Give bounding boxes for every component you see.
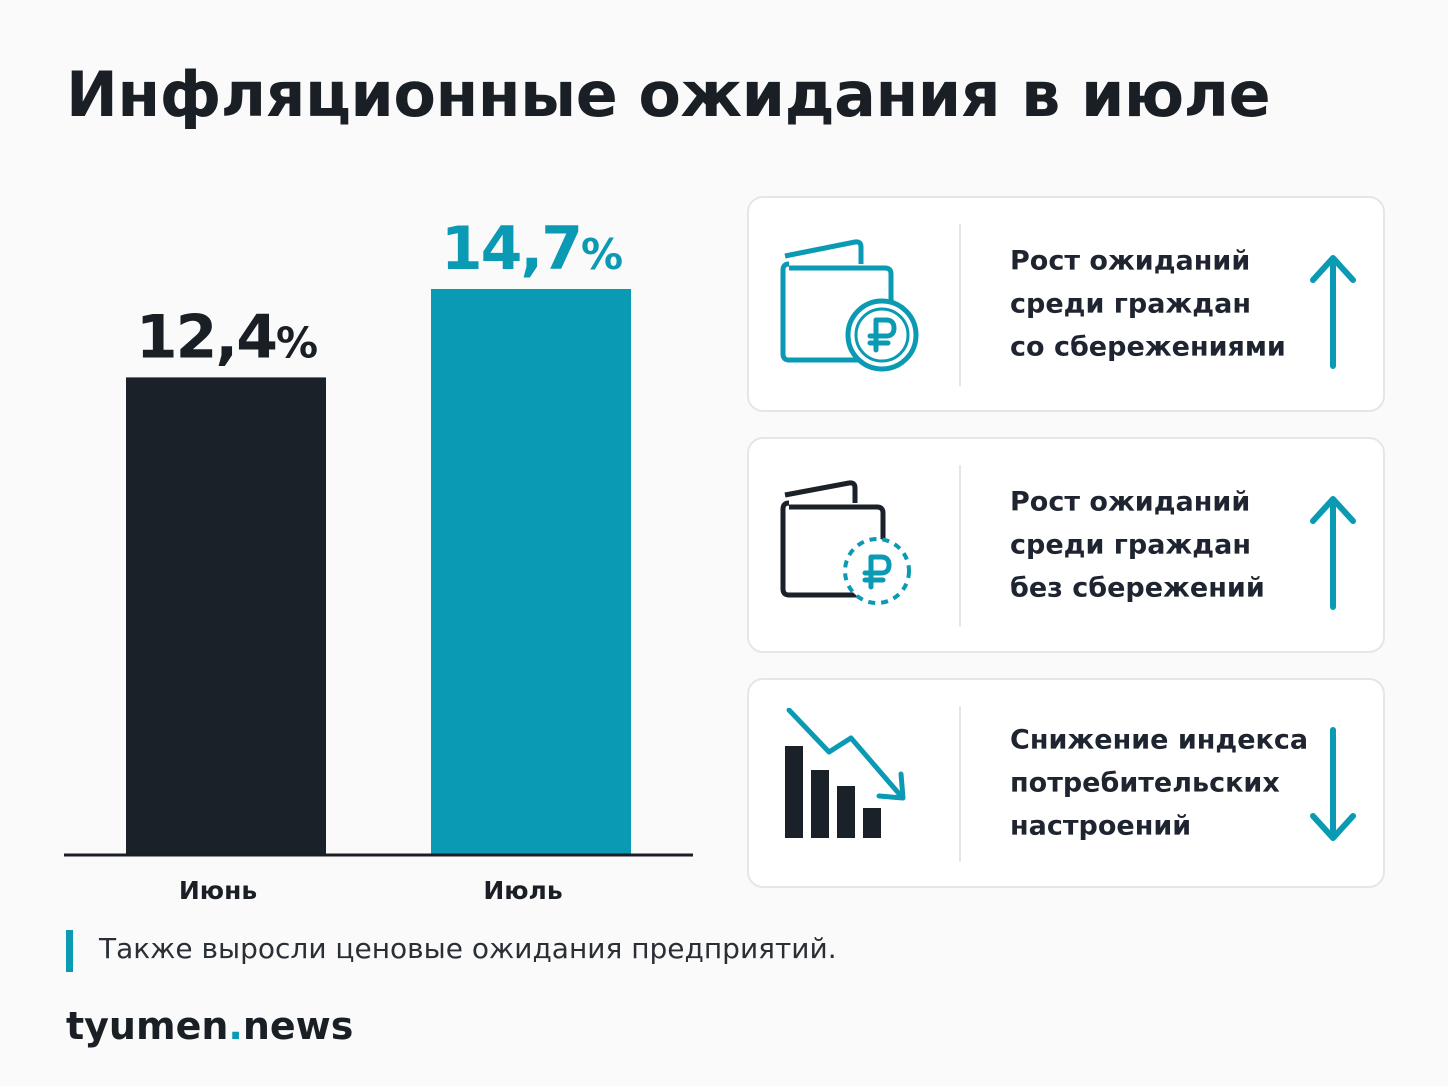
- card-text: Рост ожиданий среди граждан без сбережен…: [1010, 481, 1300, 610]
- bar-value-label: 12,4%: [136, 302, 317, 372]
- note-accent-bar: [66, 930, 73, 972]
- brand-logo[interactable]: tyumen.news: [66, 1004, 353, 1048]
- bar-1: [126, 377, 326, 854]
- wallet-ruble-icon: [780, 239, 919, 372]
- card-divider: [959, 224, 961, 386]
- card-text: Рост ожиданий среди граждан со сбережени…: [1010, 240, 1300, 369]
- card-no-savings-growth: Рост ожиданий среди граждан без сбережен…: [747, 437, 1385, 653]
- card-savings-growth: Рост ожиданий среди граждан со сбережени…: [747, 196, 1385, 412]
- card-line: Рост ожиданий: [1010, 486, 1251, 518]
- x-tick-label: Июль: [483, 876, 562, 905]
- brand-dot: .: [228, 1004, 243, 1048]
- arrow-down-icon: [1310, 727, 1356, 841]
- card-line: Рост ожиданий: [1010, 245, 1251, 277]
- declining-chart-icon: [785, 708, 906, 838]
- card-divider: [959, 706, 961, 862]
- card-line: без сбережений: [1010, 572, 1265, 604]
- bar-value-label: 14,7%: [441, 214, 622, 284]
- card-line: со сбережениями: [1010, 331, 1286, 363]
- brand-name: tyumen: [66, 1004, 229, 1048]
- brand-suffix: news: [242, 1004, 354, 1048]
- bar-2: [431, 289, 631, 854]
- bar-chart: 12,4% Июнь 14,7% Июль: [64, 214, 693, 905]
- card-line: среди граждан: [1010, 529, 1251, 561]
- card-divider: [959, 465, 961, 627]
- card-text: Снижение индекса потребительских настрое…: [1010, 719, 1309, 848]
- card-line: Снижение индекса: [1010, 724, 1309, 756]
- page-title: Инфляционные ожидания в июле: [66, 58, 1271, 131]
- card-line: среди граждан: [1010, 288, 1251, 320]
- empty-wallet-ruble-icon: [780, 480, 911, 605]
- card-line: настроений: [1010, 810, 1192, 842]
- x-tick-label: Июнь: [179, 876, 257, 905]
- card-sentiment-decline: Снижение индекса потребительских настрое…: [747, 678, 1385, 888]
- card-line: потребительских: [1010, 767, 1280, 799]
- arrow-up-icon: [1310, 255, 1356, 369]
- footnote: Также выросли ценовые ожидания предприят…: [99, 932, 837, 965]
- arrow-up-icon: [1310, 496, 1356, 610]
